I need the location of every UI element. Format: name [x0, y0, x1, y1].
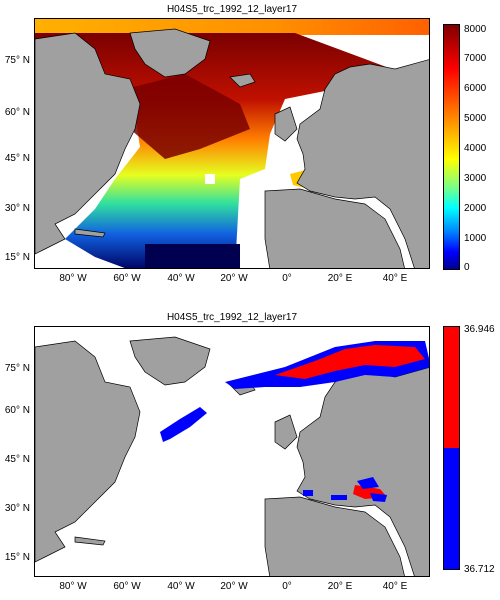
- bottom-lon-label: 80° W: [59, 581, 87, 592]
- arctic-red-region: [275, 345, 425, 379]
- top-colorbar-tick: 3000: [464, 173, 487, 184]
- top-colorbar-tick: 4000: [464, 143, 487, 154]
- bottom-panel: H04S5_trc_1992_12_layer17: [0, 300, 500, 600]
- top-map[interactable]: [34, 18, 430, 269]
- top-lat-label: 15° N: [4, 252, 30, 263]
- top-lon-label: 40° E: [382, 273, 408, 284]
- bottom-lon-label: 40° W: [167, 581, 195, 592]
- top-lon-label: 20° E: [327, 273, 353, 284]
- top-colorbar-tick: 8000: [464, 24, 487, 35]
- top-lon-label: 40° W: [167, 273, 195, 284]
- atlantic-blue-patch: [160, 407, 207, 442]
- top-colorbar-tick: 2000: [464, 203, 487, 214]
- top-colorbar-tick: 0: [464, 262, 470, 273]
- top-lat-label: 45° N: [4, 153, 30, 164]
- bottom-lat-label: 75° N: [4, 363, 30, 374]
- top-lat-label: 75° N: [4, 55, 30, 66]
- bottom-colorbar-tick: 36.712: [464, 564, 495, 575]
- top-colorbar-tick: 1000: [464, 233, 487, 244]
- top-lat-label: 30° N: [4, 203, 30, 214]
- top-lon-label: 20° W: [220, 273, 248, 284]
- arctic-field: [35, 19, 429, 35]
- bottom-lon-label: 20° W: [220, 581, 248, 592]
- bottom-lat-label: 30° N: [4, 503, 30, 514]
- top-map-title: H04S5_trc_1992_12_layer17: [166, 4, 298, 15]
- top-lon-label: 0°: [282, 273, 292, 284]
- bottom-lon-label: 20° E: [327, 581, 353, 592]
- bottom-lon-label: 0°: [282, 581, 292, 592]
- bottom-lon-label: 60° W: [113, 581, 141, 592]
- top-colorbar-tick: 7000: [464, 53, 487, 64]
- bottom-colorbar-tick: 36.946: [464, 324, 495, 335]
- land: [35, 28, 429, 268]
- bottom-lon-label: 40° E: [382, 581, 408, 592]
- bottom-colorbar: [443, 326, 460, 570]
- bottom-map[interactable]: [34, 326, 430, 577]
- top-panel: H04S5_trc_1992_12_layer17: [4, 4, 487, 284]
- bottom-map-title: H04S5_trc_1992_12_layer17: [166, 312, 298, 323]
- med-blue-patch: [303, 490, 313, 496]
- top-colorbar-tick: 6000: [464, 83, 487, 94]
- bottom-lat-label: 15° N: [4, 552, 30, 563]
- bottom-lat-label: 45° N: [4, 454, 30, 465]
- top-lat-label: 60° N: [4, 107, 30, 118]
- top-colorbar: [443, 24, 460, 270]
- top-colorbar-tick: 5000: [464, 113, 487, 124]
- bottom-lat-label: 60° N: [4, 405, 30, 416]
- top-lon-label: 80° W: [59, 273, 87, 284]
- top-lon-label: 60° W: [113, 273, 141, 284]
